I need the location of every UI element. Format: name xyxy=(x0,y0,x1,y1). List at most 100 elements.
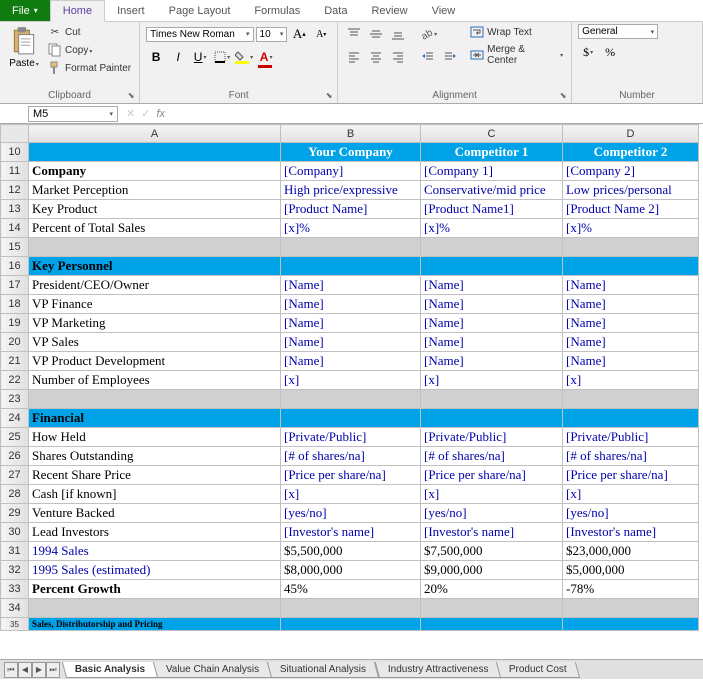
cut-button[interactable]: ✂Cut xyxy=(46,24,133,40)
cell[interactable]: [x] xyxy=(281,485,421,504)
cell[interactable]: [x]% xyxy=(281,219,421,238)
select-all-corner[interactable] xyxy=(1,125,29,143)
font-expand[interactable]: ⬊ xyxy=(323,89,335,101)
col-header-c[interactable]: C xyxy=(421,125,563,143)
wrap-text-button[interactable]: Wrap Text xyxy=(468,24,565,40)
alignment-expand[interactable]: ⬊ xyxy=(557,89,569,101)
cell[interactable]: [x]% xyxy=(421,219,563,238)
row-header[interactable]: 26 xyxy=(1,447,29,466)
cell[interactable]: [x] xyxy=(563,371,699,390)
cell[interactable]: 20% xyxy=(421,580,563,599)
cell[interactable] xyxy=(421,409,563,428)
row-header[interactable]: 30 xyxy=(1,523,29,542)
row-header[interactable]: 25 xyxy=(1,428,29,447)
cell[interactable]: High price/expressive xyxy=(281,181,421,200)
insert-tab[interactable]: Insert xyxy=(105,0,157,21)
cell[interactable]: [Name] xyxy=(281,295,421,314)
align-left-button[interactable] xyxy=(344,47,364,67)
cell[interactable] xyxy=(281,257,421,276)
align-middle-button[interactable] xyxy=(366,24,386,44)
cell[interactable] xyxy=(281,390,421,409)
row-header[interactable]: 31 xyxy=(1,542,29,561)
cell[interactable]: $23,000,000 xyxy=(563,542,699,561)
row-header[interactable]: 10 xyxy=(1,143,29,162)
row-header[interactable]: 34 xyxy=(1,599,29,618)
cell[interactable]: [Price per share/na] xyxy=(281,466,421,485)
cell[interactable]: [Name] xyxy=(281,276,421,295)
sheet-tab-basic[interactable]: Basic Analysis xyxy=(62,662,159,678)
cell[interactable]: [Name] xyxy=(281,314,421,333)
cell[interactable]: VP Finance xyxy=(29,295,281,314)
cell[interactable]: [Name] xyxy=(563,333,699,352)
row-header[interactable]: 13 xyxy=(1,200,29,219)
font-size-combo[interactable]: 10 xyxy=(256,27,288,42)
cell[interactable]: Financial xyxy=(29,409,281,428)
cell[interactable]: [x] xyxy=(421,371,563,390)
cell[interactable]: [x] xyxy=(421,485,563,504)
cell[interactable]: [Private/Public] xyxy=(281,428,421,447)
cell[interactable]: Competitor 2 xyxy=(563,143,699,162)
row-header[interactable]: 18 xyxy=(1,295,29,314)
formulas-tab[interactable]: Formulas xyxy=(242,0,312,21)
cell[interactable] xyxy=(563,409,699,428)
cell[interactable]: [Product Name1] xyxy=(421,200,563,219)
sheet-nav-last[interactable]: ⏭ xyxy=(46,662,60,678)
cell[interactable]: Cash [if known] xyxy=(29,485,281,504)
cell[interactable]: $7,500,000 xyxy=(421,542,563,561)
cell[interactable]: $5,000,000 xyxy=(563,561,699,580)
cell[interactable]: Competitor 1 xyxy=(421,143,563,162)
row-header[interactable]: 27 xyxy=(1,466,29,485)
clipboard-expand[interactable]: ⬊ xyxy=(125,89,137,101)
cell[interactable]: 45% xyxy=(281,580,421,599)
cell[interactable]: President/CEO/Owner xyxy=(29,276,281,295)
cell[interactable]: [Company 1] xyxy=(421,162,563,181)
cell[interactable] xyxy=(421,257,563,276)
cell[interactable]: 1995 Sales (estimated) xyxy=(29,561,281,580)
font-color-button[interactable]: A xyxy=(256,47,276,67)
italic-button[interactable]: I xyxy=(168,47,188,67)
cell[interactable] xyxy=(563,238,699,257)
home-tab[interactable]: Home xyxy=(50,0,105,22)
cell[interactable] xyxy=(29,390,281,409)
align-top-button[interactable] xyxy=(344,24,364,44)
cell[interactable] xyxy=(281,599,421,618)
col-header-a[interactable]: A xyxy=(29,125,281,143)
cell[interactable]: [Private/Public] xyxy=(563,428,699,447)
cell[interactable]: VP Marketing xyxy=(29,314,281,333)
sheet-tab-industry[interactable]: Industry Attractiveness xyxy=(374,662,501,678)
cell[interactable]: Sales, Distributorship and Pricing xyxy=(29,618,281,631)
cell[interactable]: [Name] xyxy=(563,314,699,333)
cell[interactable]: [# of shares/na] xyxy=(563,447,699,466)
increase-indent-button[interactable] xyxy=(440,47,460,67)
border-button[interactable] xyxy=(212,47,232,67)
cell[interactable] xyxy=(281,409,421,428)
cell[interactable]: $5,500,000 xyxy=(281,542,421,561)
merge-center-button[interactable]: Merge & Center xyxy=(468,43,565,67)
percent-button[interactable]: % xyxy=(600,42,620,62)
number-format-combo[interactable]: General xyxy=(578,24,658,39)
paste-button[interactable]: Paste xyxy=(6,24,42,88)
cell[interactable]: Venture Backed xyxy=(29,504,281,523)
orientation-button[interactable]: ab xyxy=(418,24,438,44)
cell[interactable] xyxy=(421,599,563,618)
cell[interactable]: [x] xyxy=(281,371,421,390)
cell[interactable]: VP Product Development xyxy=(29,352,281,371)
sheet-tab-value[interactable]: Value Chain Analysis xyxy=(153,662,272,678)
row-header[interactable]: 23 xyxy=(1,390,29,409)
cell[interactable]: [x] xyxy=(563,485,699,504)
cell[interactable]: [Company] xyxy=(281,162,421,181)
cell[interactable] xyxy=(29,238,281,257)
view-tab[interactable]: View xyxy=(420,0,468,21)
cell[interactable] xyxy=(563,390,699,409)
cell[interactable] xyxy=(563,618,699,631)
format-painter-button[interactable]: Format Painter xyxy=(46,60,133,76)
fx-icon[interactable]: fx xyxy=(156,108,165,120)
cell[interactable]: [Price per share/na] xyxy=(421,466,563,485)
underline-button[interactable]: U xyxy=(190,47,210,67)
bold-button[interactable]: B xyxy=(146,47,166,67)
fx-confirm[interactable]: ✓ xyxy=(141,107,150,120)
row-header[interactable]: 28 xyxy=(1,485,29,504)
cell[interactable]: [Name] xyxy=(421,276,563,295)
row-header[interactable]: 15 xyxy=(1,238,29,257)
cell[interactable]: [yes/no] xyxy=(281,504,421,523)
